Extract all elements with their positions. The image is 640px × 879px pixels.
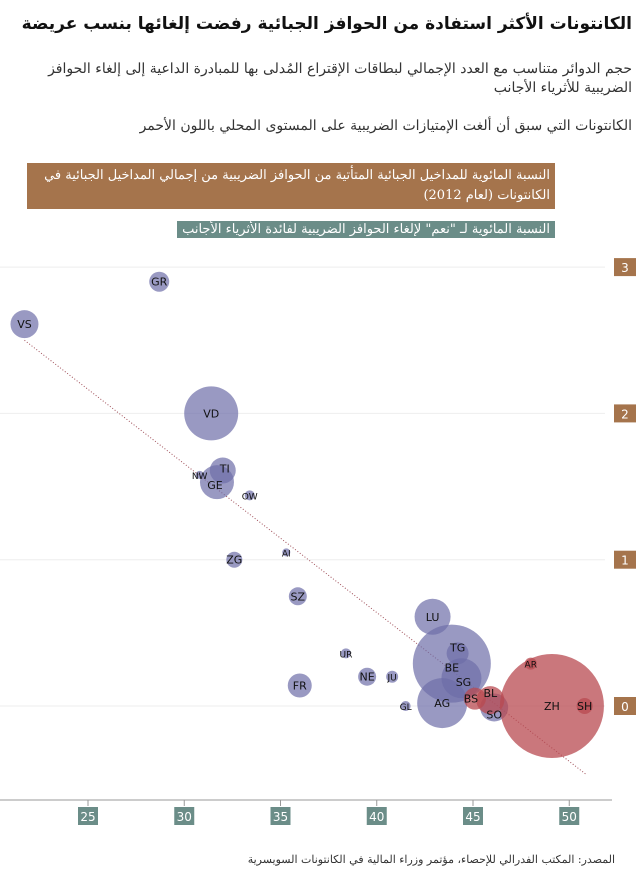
bubble-ur — [340, 648, 351, 659]
x-tick-label: 25 — [80, 810, 95, 824]
x-tick-label: 40 — [369, 810, 384, 824]
x-tick-box — [366, 807, 387, 825]
bubble-gr — [149, 271, 170, 292]
bubble-label: BS — [464, 693, 478, 706]
bubble-label: SZ — [291, 590, 306, 603]
bubble-sh — [576, 698, 593, 714]
x-tick-label: 50 — [562, 810, 577, 824]
bubble-label: TG — [449, 641, 465, 654]
y-tick-box — [614, 258, 636, 277]
bubble-sg — [441, 658, 482, 699]
bubble-ju — [386, 670, 399, 683]
x-tick-label: 35 — [273, 810, 288, 824]
x-tick-box — [559, 807, 580, 825]
bubble-sz — [288, 587, 307, 606]
bubble-ow — [244, 490, 255, 501]
bubble-label: SH — [577, 700, 592, 713]
bubble-label: SO — [486, 708, 502, 721]
bubble-vd — [184, 386, 239, 441]
y-tick-box — [614, 404, 636, 423]
x-tick-label: 45 — [465, 810, 480, 824]
chart-title: الكانتونات الأكثر استفادة من الحوافز الج… — [21, 14, 632, 34]
bubble-fr — [287, 673, 312, 698]
y-tick-box — [614, 550, 636, 569]
bubble-label: AI — [282, 549, 291, 559]
bubble-label: UR — [340, 650, 353, 660]
x-tick-box — [463, 807, 483, 825]
bubble-label: GE — [207, 479, 223, 492]
y-tick-label: 2 — [621, 407, 629, 421]
bubble-label: ZH — [544, 700, 560, 713]
bubble-ti — [209, 457, 236, 484]
bubble-ar — [524, 657, 537, 670]
bubble-label: GR — [151, 276, 168, 289]
y-tick-label: 0 — [621, 700, 629, 714]
y-tick-label: 3 — [621, 261, 629, 275]
bubble-label: NE — [360, 671, 375, 684]
bubble-label: BL — [483, 687, 498, 700]
bubble-lu — [414, 598, 451, 635]
bubble-label: NW — [192, 472, 208, 482]
y-axis-label: النسبة المائوية للمداخيل الجبائية المتأت… — [27, 163, 555, 209]
x-axis-label: النسبة المائوية لـ "نعم" لإلغاء الحوافز … — [177, 221, 555, 238]
bubble-label: BE — [445, 662, 460, 675]
bubble-bl — [476, 686, 505, 715]
bubble-label: VD — [203, 407, 219, 420]
bubble-label: TI — [219, 462, 230, 475]
bubble-label: GL — [400, 703, 412, 713]
x-tick-label: 30 — [177, 810, 192, 824]
y-tick-box — [614, 697, 636, 715]
bubble-label: FR — [293, 680, 307, 693]
bubble-label: JU — [387, 674, 397, 684]
bubble-label: SG — [456, 676, 472, 689]
bubble-label: VS — [17, 318, 32, 331]
bubble-nw — [195, 470, 204, 479]
bubble-label: ZG — [226, 554, 242, 567]
bubble-tg — [446, 642, 469, 665]
bubble-gl — [400, 701, 411, 711]
source-note: المصدر: المكتب الفدرالي للإحصاء، مؤتمر و… — [247, 853, 615, 866]
x-tick-box — [174, 807, 195, 825]
bubble-vs — [10, 310, 39, 339]
x-tick-box — [270, 807, 291, 825]
bubble-zh — [499, 654, 604, 758]
y-tick-label: 1 — [621, 554, 629, 568]
bubble-label: LU — [426, 611, 440, 624]
chart-subtitle: حجم الدوائر متناسب مع العدد الإجمالي لبط… — [48, 61, 632, 96]
bubble-ai — [282, 548, 291, 557]
bubble-ne — [358, 667, 377, 686]
bubble-label: AR — [525, 661, 537, 671]
bubble-label: AG — [434, 697, 450, 710]
x-tick-box — [78, 807, 98, 825]
bubble-zg — [226, 551, 243, 568]
bubble-label: OW — [242, 492, 258, 502]
chart-note: الكانتونات التي سبق أن ألغت الإمتيازات ا… — [139, 118, 632, 134]
